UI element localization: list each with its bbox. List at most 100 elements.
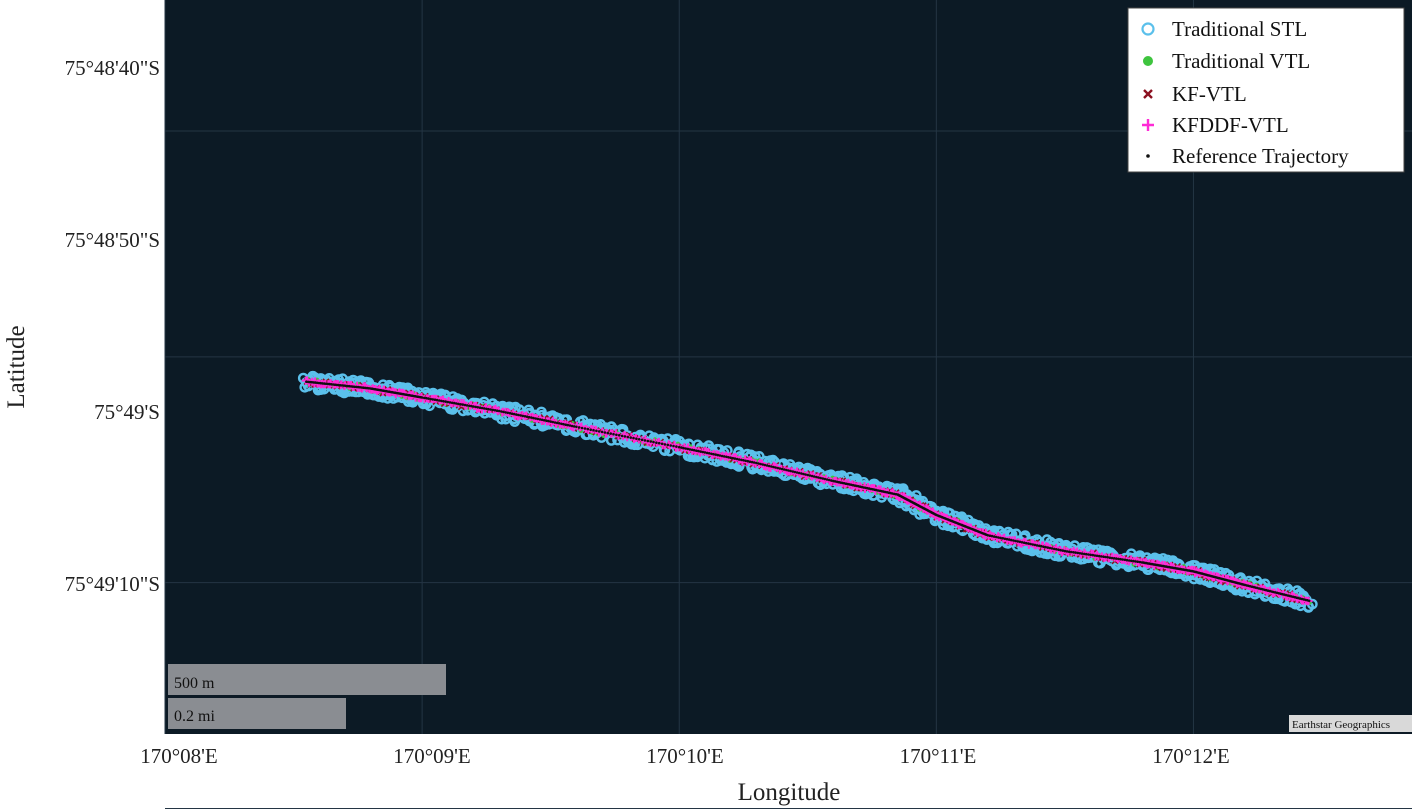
legend-marker-x bbox=[1143, 89, 1153, 99]
reference-point bbox=[990, 534, 994, 538]
reference-point bbox=[527, 415, 531, 419]
reference-point bbox=[722, 455, 726, 458]
reference-point bbox=[497, 409, 501, 413]
reference-point bbox=[1112, 557, 1116, 560]
reference-point bbox=[793, 470, 797, 474]
reference-point bbox=[808, 474, 812, 477]
reference-point bbox=[564, 423, 567, 427]
reference-point bbox=[1046, 546, 1050, 549]
reference-point bbox=[626, 435, 630, 439]
reference-point bbox=[620, 434, 624, 438]
reference-point bbox=[450, 401, 454, 405]
legend-entry-traditional-vtl: Traditional VTL bbox=[1143, 49, 1310, 73]
reference-point bbox=[1061, 549, 1065, 552]
reference-point bbox=[1070, 550, 1073, 554]
reference-point bbox=[1035, 544, 1039, 547]
reference-point bbox=[682, 446, 685, 450]
reference-point bbox=[672, 444, 675, 448]
reference-point bbox=[1136, 560, 1139, 563]
reference-point bbox=[572, 425, 576, 428]
reference-point bbox=[1106, 556, 1109, 559]
reference-point bbox=[988, 534, 992, 537]
reference-point bbox=[1130, 559, 1133, 563]
reference-point bbox=[759, 462, 762, 466]
reference-point bbox=[746, 459, 750, 463]
legend-label: Reference Trajectory bbox=[1172, 144, 1349, 168]
reference-point bbox=[474, 405, 478, 409]
reference-point bbox=[695, 449, 698, 453]
legend-label: Traditional STL bbox=[1172, 17, 1307, 41]
reference-point bbox=[819, 476, 822, 480]
reference-point bbox=[515, 413, 518, 416]
attribution-box bbox=[1289, 715, 1412, 732]
reference-point bbox=[555, 421, 559, 425]
reference-point bbox=[442, 400, 445, 403]
reference-point bbox=[1063, 549, 1067, 553]
reference-point bbox=[1016, 540, 1020, 543]
reference-point bbox=[517, 413, 520, 417]
reference-point bbox=[646, 439, 650, 443]
reference-point bbox=[444, 400, 448, 403]
reference-point bbox=[580, 426, 584, 430]
reference-point bbox=[542, 419, 546, 422]
lon-tick-label: 170°09'E bbox=[393, 744, 471, 768]
reference-point bbox=[523, 415, 527, 418]
reference-point bbox=[997, 536, 1000, 539]
reference-point bbox=[652, 440, 655, 444]
reference-point bbox=[710, 452, 713, 456]
reference-point bbox=[575, 425, 578, 429]
reference-point bbox=[812, 475, 816, 478]
reference-point bbox=[491, 408, 495, 412]
attribution-text: Earthstar Geographics bbox=[1292, 719, 1390, 731]
reference-point bbox=[566, 423, 570, 427]
reference-point bbox=[1003, 537, 1007, 541]
legend-box bbox=[1127, 7, 1405, 173]
reference-point bbox=[690, 448, 694, 452]
reference-point bbox=[457, 402, 460, 406]
reference-point bbox=[755, 461, 758, 465]
reference-point bbox=[1007, 538, 1011, 541]
lon-tick-label: 170°11'E bbox=[900, 744, 977, 768]
reference-point bbox=[655, 441, 658, 445]
lat-tick-label: 75°48'40"S bbox=[65, 56, 160, 80]
reference-point bbox=[692, 448, 696, 452]
reference-point bbox=[577, 426, 581, 429]
reference-point bbox=[470, 404, 473, 408]
reference-point bbox=[782, 468, 786, 471]
reference-point bbox=[557, 422, 561, 425]
reference-point bbox=[806, 473, 810, 477]
reference-point bbox=[595, 429, 598, 433]
reference-point bbox=[1067, 550, 1071, 553]
reference-point bbox=[615, 433, 618, 437]
legend-label: Traditional VTL bbox=[1172, 49, 1310, 73]
reference-point bbox=[1119, 557, 1122, 561]
reference-point bbox=[742, 459, 745, 462]
reference-point bbox=[606, 431, 610, 435]
reference-point bbox=[560, 422, 563, 426]
reference-point bbox=[1057, 548, 1060, 551]
reference-point bbox=[489, 408, 493, 411]
reference-point bbox=[485, 407, 488, 411]
reference-point bbox=[465, 404, 469, 407]
reference-point bbox=[519, 414, 522, 417]
reference-point bbox=[699, 450, 702, 453]
reference-point bbox=[632, 436, 635, 440]
reference-point bbox=[1127, 559, 1131, 562]
reference-point bbox=[1095, 554, 1099, 558]
reference-point bbox=[821, 477, 825, 480]
reference-point bbox=[570, 424, 574, 428]
reference-point bbox=[453, 401, 456, 405]
reference-point bbox=[482, 407, 486, 410]
reference-point bbox=[776, 466, 780, 470]
reference-point bbox=[536, 417, 540, 421]
reference-point bbox=[823, 477, 827, 481]
reference-point bbox=[506, 411, 510, 415]
y-axis-title: Latitude bbox=[3, 325, 30, 408]
scale-bar-imperial-label: 0.2 mi bbox=[174, 708, 215, 725]
reference-point bbox=[1132, 559, 1135, 563]
reference-point bbox=[785, 468, 788, 472]
scale-bar-imperial bbox=[168, 698, 346, 729]
reference-point bbox=[617, 434, 621, 437]
x-tick-labels: 170°08'E 170°09'E 170°10'E 170°11'E 170°… bbox=[140, 744, 1230, 768]
reference-point bbox=[1065, 550, 1069, 553]
